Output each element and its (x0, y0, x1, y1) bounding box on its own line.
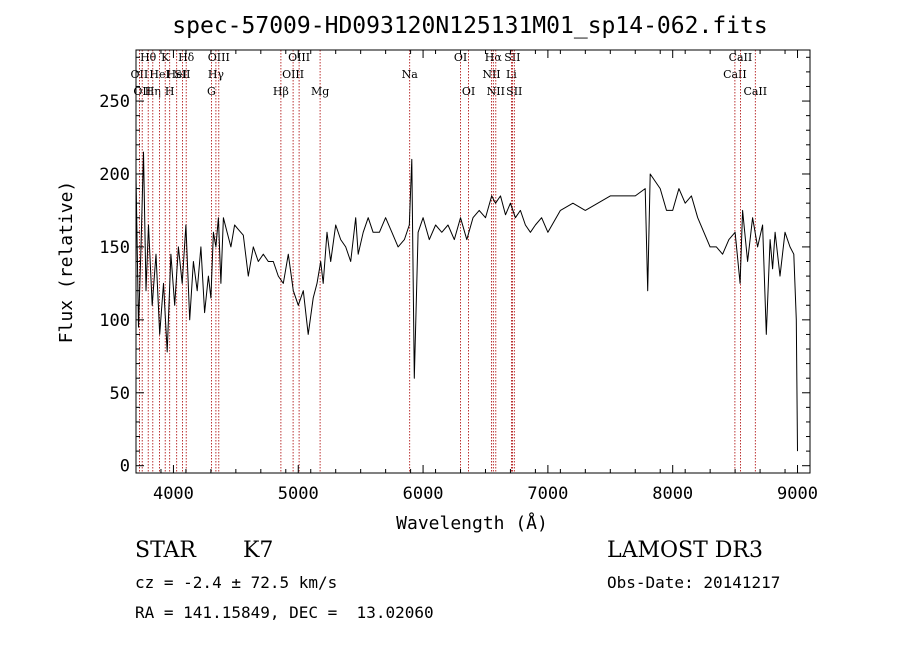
y-axis-label: Flux (relative) (56, 181, 77, 344)
x-tick-label: 8000 (652, 484, 693, 504)
line-marker-label: OII (131, 68, 149, 81)
line-marker-label: CaII (723, 68, 747, 81)
coordinates-text: RA = 141.15849, DEC = 13.02060 (135, 603, 434, 622)
line-marker-label: OIII (208, 51, 230, 64)
y-tick-label: 0 (120, 457, 130, 477)
line-marker-label: H (165, 85, 175, 98)
x-axis-label: Wavelength (Å) (396, 512, 548, 534)
y-tick-label: 150 (99, 238, 130, 258)
spectral-class-label: STAR (135, 538, 196, 563)
line-marker-label: OI (462, 85, 475, 98)
line-marker-label: Hβ (273, 85, 289, 98)
line-marker-label: K (161, 51, 170, 64)
line-marker-layer: OIIOIIHθHηHeIKHHeISIIHδGHγOIIIHβOIIIOIII… (131, 50, 767, 473)
line-marker-label: Li (506, 68, 517, 81)
obs-date-text: Obs-Date: 20141217 (607, 573, 781, 592)
line-marker-label: HeI (149, 68, 169, 81)
line-marker-label: SII (506, 85, 522, 98)
x-tick-label: 7000 (527, 484, 568, 504)
line-marker-label: SII (504, 51, 520, 64)
line-marker-label: NII (487, 85, 505, 98)
line-marker-label: SII (174, 68, 190, 81)
x-tick-label: 5000 (278, 484, 319, 504)
y-tick-label: 50 (110, 384, 130, 404)
line-marker-label: Hδ (178, 51, 195, 64)
line-marker-label: CaII (743, 85, 767, 98)
y-tick-label: 250 (99, 92, 130, 112)
series-line-flux (135, 151, 798, 452)
x-tick-label: 6000 (403, 484, 444, 504)
chart-title: spec-57009-HD093120N125131M01_sp14-062.f… (172, 13, 767, 39)
line-marker-label: OI (454, 51, 467, 64)
survey-label: LAMOST DR3 (607, 538, 763, 563)
y-tick-label: 100 (99, 311, 130, 331)
line-marker-label: Hη (145, 85, 161, 98)
axis-layer: 4000 5000 6000 7000 8000 9000 0 50 100 150 200 250 (99, 50, 818, 504)
line-marker-label: OIII (282, 68, 304, 81)
spectral-subclass-label: K7 (243, 538, 274, 563)
line-marker-label: HeI (166, 68, 186, 81)
line-marker-label: G (207, 85, 216, 98)
x-tick-label: 9000 (777, 484, 818, 504)
line-marker-label: CaII (729, 51, 753, 64)
x-tick-label: 4000 (153, 484, 194, 504)
line-marker-label: NII (482, 68, 500, 81)
line-marker-label: Hγ (208, 68, 225, 81)
y-tick-label: 200 (99, 165, 130, 185)
line-marker-label: OII (133, 85, 151, 98)
line-marker-label: Na (402, 68, 419, 81)
line-marker-label: Hα (485, 51, 503, 64)
line-marker-label: Hθ (140, 51, 157, 64)
redshift-text: cz = -2.4 ± 72.5 km/s (135, 573, 338, 592)
series-layer (135, 151, 798, 452)
line-marker-label: OIII (288, 51, 310, 64)
line-marker-label: Mg (311, 85, 329, 98)
